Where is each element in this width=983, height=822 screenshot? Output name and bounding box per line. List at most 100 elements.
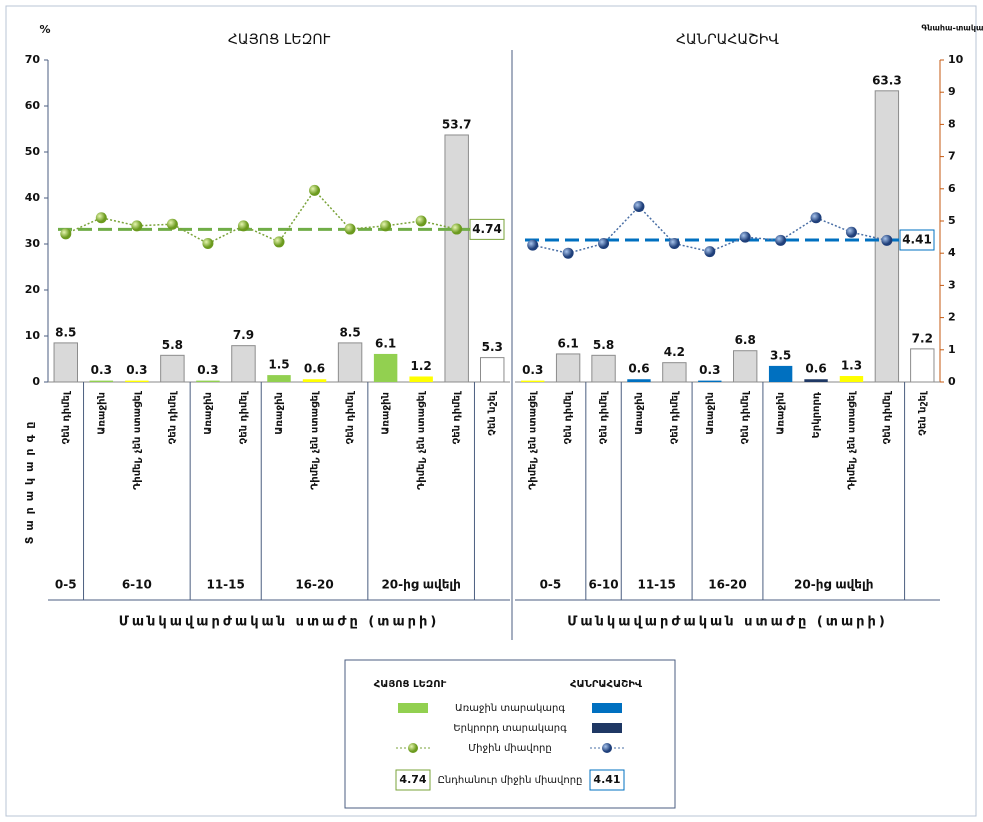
legend-avg: 4.41 xyxy=(593,773,620,786)
x-tick-label: Չեն դիմել xyxy=(167,390,178,444)
y2-tick-label: 8 xyxy=(948,117,956,130)
legend-avg-box xyxy=(395,769,431,791)
bar xyxy=(196,380,220,382)
mean-marker xyxy=(598,238,610,250)
legend-marker xyxy=(408,743,418,753)
mean-marker xyxy=(60,228,72,240)
panel-title: ՀԱՆՐԱՀԱՇԻՎ xyxy=(676,32,779,48)
data-label: 1.3 xyxy=(841,359,862,373)
bar xyxy=(698,380,722,382)
x-tick-label: Առաջին xyxy=(705,392,716,435)
y-tick-label: 70 xyxy=(25,53,41,66)
bar xyxy=(521,380,545,382)
bar xyxy=(839,376,864,382)
group-label: 16-20 xyxy=(708,578,746,592)
legend-label: Երկրորդ տարակարգ xyxy=(453,723,567,734)
data-label: 3.5 xyxy=(770,348,791,362)
data-label: 0.3 xyxy=(522,363,543,377)
average-box xyxy=(469,218,505,240)
bar xyxy=(768,365,793,382)
bar xyxy=(53,342,78,383)
group-label: 6-10 xyxy=(122,578,152,592)
average-label: 4.41 xyxy=(902,232,932,246)
legend-swatch xyxy=(592,723,622,733)
x-tick-label: Չեն դիմել xyxy=(61,390,72,444)
bar xyxy=(267,375,291,382)
bar xyxy=(302,379,327,382)
data-label: 8.5 xyxy=(55,325,76,339)
bar xyxy=(733,350,758,383)
data-label: 5.3 xyxy=(482,340,503,354)
x-tick-label: Չեն դիմել xyxy=(882,390,893,444)
data-label: 7.2 xyxy=(912,331,933,345)
group-label: 11-15 xyxy=(206,578,244,592)
mean-marker xyxy=(775,234,787,246)
data-label: 8.5 xyxy=(339,325,360,339)
mean-line xyxy=(532,205,888,254)
x-tick-label: Դիմել, չեն ստացել xyxy=(132,390,143,490)
data-label: 0.3 xyxy=(126,363,147,377)
mean-marker xyxy=(668,238,680,250)
legend-label: Միջին միավորը xyxy=(468,743,551,754)
x-label: Մանկավարժական ստաժը (տարի) xyxy=(119,615,440,630)
bar xyxy=(373,353,398,382)
bar xyxy=(480,357,505,383)
bar xyxy=(125,380,149,382)
y-tick-label: 0 xyxy=(32,375,40,388)
bar xyxy=(804,379,828,382)
mean-marker xyxy=(810,212,822,224)
data-label: 6.1 xyxy=(557,336,578,350)
x-tick-label: Չեն դիմել xyxy=(740,390,751,444)
y-tick-label: 10 xyxy=(25,329,41,342)
mean-marker xyxy=(527,239,539,251)
group-label: 6-10 xyxy=(589,578,619,592)
data-label: 7.9 xyxy=(233,328,254,342)
data-label: 4.2 xyxy=(664,345,685,359)
y2-tick-label: 4 xyxy=(948,246,956,259)
legend-marker xyxy=(602,743,612,753)
y2-tick-label: 7 xyxy=(948,150,956,163)
x-tick-label: Առաջին xyxy=(203,392,214,435)
bar xyxy=(910,348,935,383)
y-tick-label: 50 xyxy=(25,145,41,158)
data-label: 0.3 xyxy=(91,363,112,377)
mean-marker xyxy=(881,234,893,246)
bar xyxy=(231,345,256,383)
legend-avg: 4.74 xyxy=(399,773,426,786)
mean-marker xyxy=(380,220,392,232)
data-label: 0.3 xyxy=(197,363,218,377)
mean-marker xyxy=(131,220,143,232)
y-tick-label: 30 xyxy=(25,237,41,250)
y-unit: % xyxy=(39,23,50,36)
legend-label: Առաջին տարակարգ xyxy=(455,703,565,714)
x-tick-label: Չեն դիմել xyxy=(599,390,610,444)
y-tick-label: 40 xyxy=(25,191,41,204)
x-tick-label: Դիմել, չեն ստացել xyxy=(310,390,321,490)
bar xyxy=(160,354,185,383)
legend-header: ՀԱՅՈՑ ԼԵԶՈՒ xyxy=(374,679,447,690)
x-tick-label: Առաջին xyxy=(776,392,787,435)
legend-avg-box xyxy=(589,769,625,791)
mean-marker xyxy=(739,231,751,243)
x-tick-label: Չեն դիմել xyxy=(669,390,680,444)
y2-tick-label: 5 xyxy=(948,214,956,227)
x-tick-label: Առաջին xyxy=(634,392,645,435)
data-label: 5.8 xyxy=(162,338,183,352)
data-label: 0.6 xyxy=(304,362,325,376)
bar xyxy=(409,376,433,382)
x-tick-label: Առաջին xyxy=(381,392,392,435)
data-label: 0.3 xyxy=(699,363,720,377)
y2-tick-label: 10 xyxy=(948,53,964,66)
mean-marker xyxy=(166,218,178,230)
mean-marker xyxy=(237,220,249,232)
mean-marker xyxy=(95,212,107,224)
mean-marker xyxy=(415,215,427,227)
data-label: 63.3 xyxy=(872,73,902,87)
y2-tick-label: 6 xyxy=(948,182,956,195)
mean-marker xyxy=(344,223,356,235)
bar xyxy=(89,380,114,382)
x-tick-label: Չեն դիմել xyxy=(238,390,249,444)
mean-marker xyxy=(309,184,321,196)
y2-tick-label: 2 xyxy=(948,311,956,324)
